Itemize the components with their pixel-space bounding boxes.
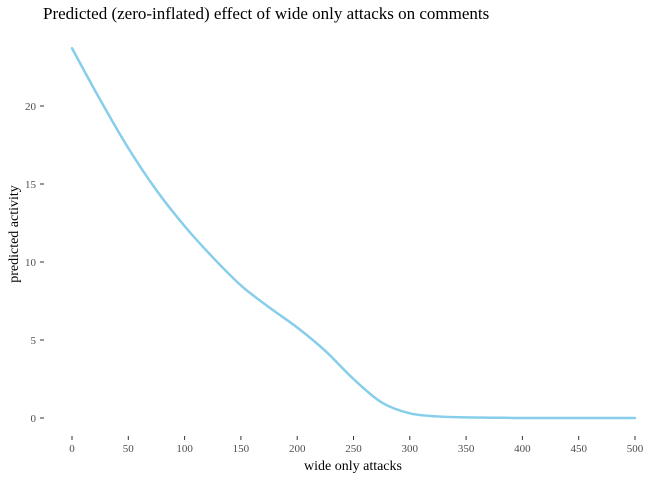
y-axis-title: predicted activity — [7, 185, 22, 283]
chart-title: Predicted (zero-inflated) effect of wide… — [43, 4, 489, 23]
x-tick-label: 500 — [627, 443, 644, 455]
y-tick-label: 5 — [31, 335, 37, 347]
x-tick-label: 300 — [402, 443, 419, 455]
y-tick-label: 0 — [31, 413, 37, 425]
y-tick-label: 15 — [25, 179, 37, 191]
x-axis: 0 50 100 150 200 250 300 350 400 450 500 — [69, 436, 644, 455]
x-tick-label: 0 — [69, 443, 75, 455]
x-tick-label: 150 — [233, 443, 250, 455]
plot-area — [70, 47, 637, 420]
y-tick-label: 20 — [25, 101, 37, 113]
x-tick-label: 100 — [176, 443, 193, 455]
x-tick-label: 450 — [570, 443, 587, 455]
x-axis-title: wide only attacks — [304, 459, 402, 474]
x-tick-label: 350 — [458, 443, 475, 455]
series-line — [70, 47, 637, 420]
y-axis: 0 5 10 15 20 — [25, 101, 44, 425]
y-tick-label: 10 — [25, 257, 37, 269]
x-tick-label: 50 — [123, 443, 135, 455]
x-tick-label: 400 — [514, 443, 531, 455]
x-tick-label: 250 — [345, 443, 362, 455]
x-tick-label: 200 — [289, 443, 306, 455]
